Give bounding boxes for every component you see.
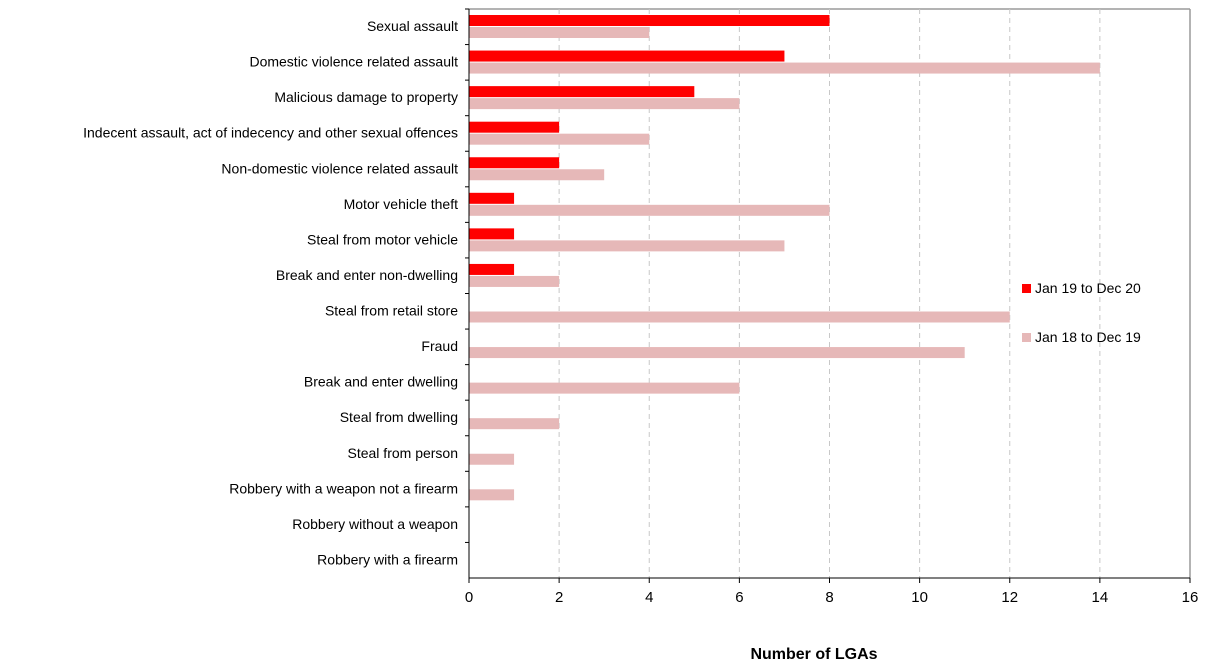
legend-label-series-2: Jan 18 to Dec 19 <box>1035 329 1141 345</box>
legend-label-series-1: Jan 19 to Dec 20 <box>1035 280 1141 296</box>
bar-series-2 <box>469 347 965 359</box>
bar-series-1 <box>469 50 785 62</box>
category-label: Indecent assault, act of indecency and o… <box>83 125 458 141</box>
category-labels: Sexual assault Domestic violence related … <box>83 18 458 567</box>
category-label: Break and enter non-dwelling <box>276 267 458 283</box>
bar-series-1 <box>469 192 515 204</box>
x-tick-label: 0 <box>465 589 473 606</box>
category-label: Robbery with a firearm <box>317 551 458 567</box>
x-tick-label: 14 <box>1092 589 1109 606</box>
bar-series-2 <box>469 169 605 181</box>
axes <box>465 8 1191 583</box>
category-label: Steal from dwelling <box>340 409 458 425</box>
bar-series-2 <box>469 62 1100 74</box>
bars <box>469 15 1100 501</box>
x-tick-label: 12 <box>1001 589 1018 606</box>
bar-series-1 <box>469 121 560 133</box>
legend-swatch-series-1 <box>1022 284 1031 293</box>
x-tick-label: 6 <box>735 589 743 606</box>
bar-series-2 <box>469 311 1010 323</box>
legend: Jan 19 to Dec 20 Jan 18 to Dec 19 <box>1022 280 1141 345</box>
bar-series-2 <box>469 418 560 430</box>
bar-series-1 <box>469 15 830 26</box>
bar-series-2 <box>469 275 560 287</box>
bar-series-1 <box>469 263 515 275</box>
bar-series-2 <box>469 489 515 501</box>
x-tick-labels: 0 2 4 6 8 10 12 14 16 <box>465 589 1199 606</box>
bar-series-2 <box>469 27 650 38</box>
legend-swatch-series-2 <box>1022 333 1031 342</box>
bar-series-2 <box>469 240 785 252</box>
x-tick-label: 16 <box>1182 589 1199 606</box>
bar-series-2 <box>469 98 740 110</box>
bar-series-1 <box>469 228 515 240</box>
category-label: Non-domestic violence related assault <box>221 160 458 176</box>
x-tick-label: 10 <box>911 589 928 606</box>
bar-series-2 <box>469 204 830 216</box>
category-label: Steal from retail store <box>325 303 458 319</box>
category-label: Robbery with a weapon not a firearm <box>229 480 458 496</box>
x-tick-label: 8 <box>825 589 833 606</box>
x-tick-label: 4 <box>645 589 653 606</box>
category-label: Motor vehicle theft <box>344 196 458 212</box>
category-label: Domestic violence related assault <box>249 54 458 70</box>
x-tick-label: 2 <box>555 589 563 606</box>
category-label: Steal from motor vehicle <box>307 231 458 247</box>
bar-series-2 <box>469 382 740 394</box>
category-label: Steal from person <box>348 445 459 461</box>
bar-series-2 <box>469 453 515 465</box>
category-label: Fraud <box>421 338 458 354</box>
bar-series-2 <box>469 133 650 145</box>
category-label: Robbery without a weapon <box>292 516 458 532</box>
category-label: Sexual assault <box>367 18 458 34</box>
x-axis-title: Number of LGAs <box>750 646 877 663</box>
bar-series-1 <box>469 86 695 98</box>
category-label: Malicious damage to property <box>274 89 458 105</box>
bar-series-1 <box>469 157 560 169</box>
category-label: Break and enter dwelling <box>304 374 458 390</box>
